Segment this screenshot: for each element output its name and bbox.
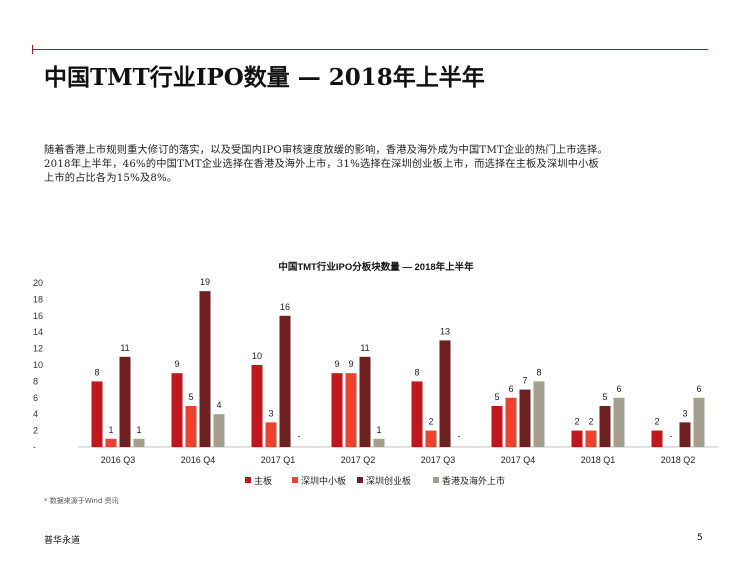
- page-title: 中国TMT行业IPO数量 — 2018年上半年: [44, 64, 485, 91]
- legend-swatch: [433, 477, 439, 483]
- data-label: 5: [602, 392, 607, 402]
- data-label: 13: [440, 326, 450, 336]
- bar: [533, 381, 545, 447]
- bar: [171, 373, 183, 447]
- intro-paragraph: 随着香港上市规则重大修订的落实，以及受国内IPO审核速度放缓的影响，香港及海外成…: [44, 144, 716, 186]
- data-label: 2: [574, 417, 579, 427]
- x-tick-label: 2017 Q3: [421, 455, 456, 465]
- legend-label: 深圳创业板: [366, 475, 411, 486]
- data-label: 9: [334, 359, 339, 369]
- bar: [491, 406, 503, 447]
- bar: [505, 397, 517, 447]
- x-tick-label: 2016 Q4: [181, 455, 216, 465]
- data-label: 2: [654, 417, 659, 427]
- data-label: 10: [252, 351, 262, 361]
- data-label: 9: [174, 359, 179, 369]
- brand-name: 普华永道: [44, 536, 81, 546]
- bar: [373, 438, 385, 447]
- data-label: 6: [696, 384, 701, 394]
- bar: [199, 291, 211, 447]
- data-label: 1: [376, 425, 381, 435]
- data-label: 2: [428, 417, 433, 427]
- bar: [613, 397, 625, 447]
- data-label: 19: [200, 277, 210, 287]
- data-label: 16: [280, 302, 290, 312]
- bar: [265, 422, 277, 447]
- bar: [679, 422, 691, 447]
- bar: [439, 340, 451, 447]
- page-number: 5: [697, 533, 703, 543]
- x-tick-label: 2016 Q3: [101, 455, 136, 465]
- data-label: 11: [120, 343, 129, 353]
- legend-label: 深圳中小板: [301, 475, 346, 486]
- data-label-empty: -: [670, 431, 673, 441]
- data-label: 8: [536, 367, 541, 377]
- legend-label: 主板: [254, 475, 272, 486]
- bar: [411, 381, 423, 447]
- data-label: 1: [136, 425, 141, 435]
- legend-label: 香港及海外上市: [442, 475, 505, 486]
- y-tick-label: 16: [33, 311, 43, 321]
- data-label-empty: -: [458, 431, 461, 441]
- bar: [91, 381, 103, 447]
- x-tick-label: 2018 Q2: [661, 455, 696, 465]
- data-label: 7: [522, 376, 527, 386]
- bar: [331, 373, 343, 447]
- title-accent-rule: [32, 45, 708, 54]
- bar: [585, 430, 597, 447]
- data-label: 5: [188, 392, 193, 402]
- legend-swatch: [357, 477, 363, 483]
- bar: [185, 406, 197, 447]
- bar: [279, 315, 291, 447]
- x-tick-label: 2017 Q4: [501, 455, 536, 465]
- bar: [571, 430, 583, 447]
- data-label-empty: -: [298, 431, 301, 441]
- y-tick-label: 18: [33, 294, 43, 304]
- data-label: 6: [616, 384, 621, 394]
- bar: [251, 365, 263, 447]
- y-tick-label: 14: [33, 327, 43, 337]
- y-tick-label: 12: [33, 344, 43, 354]
- data-label: 1: [108, 425, 113, 435]
- x-tick-label: 2018 Q1: [581, 455, 616, 465]
- bar: [693, 397, 705, 447]
- data-label: 9: [348, 359, 353, 369]
- bar: [119, 356, 131, 447]
- data-label: 3: [268, 408, 273, 418]
- y-tick-label: 4: [33, 409, 38, 419]
- bar: [359, 356, 371, 447]
- data-label: 5: [494, 392, 499, 402]
- data-label: 4: [216, 400, 221, 410]
- bar: [213, 414, 225, 447]
- x-tick-label: 2017 Q1: [261, 455, 296, 465]
- data-label: 11: [360, 343, 369, 353]
- data-label: 6: [508, 384, 513, 394]
- bar: [105, 438, 117, 447]
- x-tick-label: 2017 Q2: [341, 455, 376, 465]
- y-tick-label: 6: [33, 393, 38, 403]
- legend-swatch: [292, 477, 298, 483]
- bar: [519, 389, 531, 447]
- bar: [133, 438, 145, 447]
- data-label: 8: [94, 367, 99, 377]
- bar: [651, 430, 663, 447]
- source-footnote: * 数据来源于Wind 资讯: [44, 497, 119, 505]
- legend-swatch: [245, 477, 251, 483]
- intro-line: 上市的占比各为15%及8%。: [44, 173, 178, 184]
- intro-line: 随着香港上市规则重大修订的落实，以及受国内IPO审核速度放缓的影响，香港及海外成…: [44, 145, 608, 156]
- data-label: 8: [414, 367, 419, 377]
- bar: [599, 406, 611, 447]
- y-tick-label: 2: [33, 426, 38, 436]
- intro-line: 2018年上半年，46%的中国TMT企业选择在香港及海外上市，31%选择在深圳创…: [44, 159, 599, 170]
- y-tick-label: 8: [33, 376, 38, 386]
- bar: [345, 373, 357, 447]
- data-label: 3: [682, 408, 687, 418]
- chart-title: 中国TMT行业IPO分板块数量 — 2018年上半年: [278, 261, 474, 273]
- y-tick-label: -: [33, 442, 36, 452]
- bar: [425, 430, 437, 447]
- data-label: 2: [588, 417, 593, 427]
- y-tick-label: 20: [33, 278, 43, 288]
- y-tick-label: 10: [33, 360, 43, 370]
